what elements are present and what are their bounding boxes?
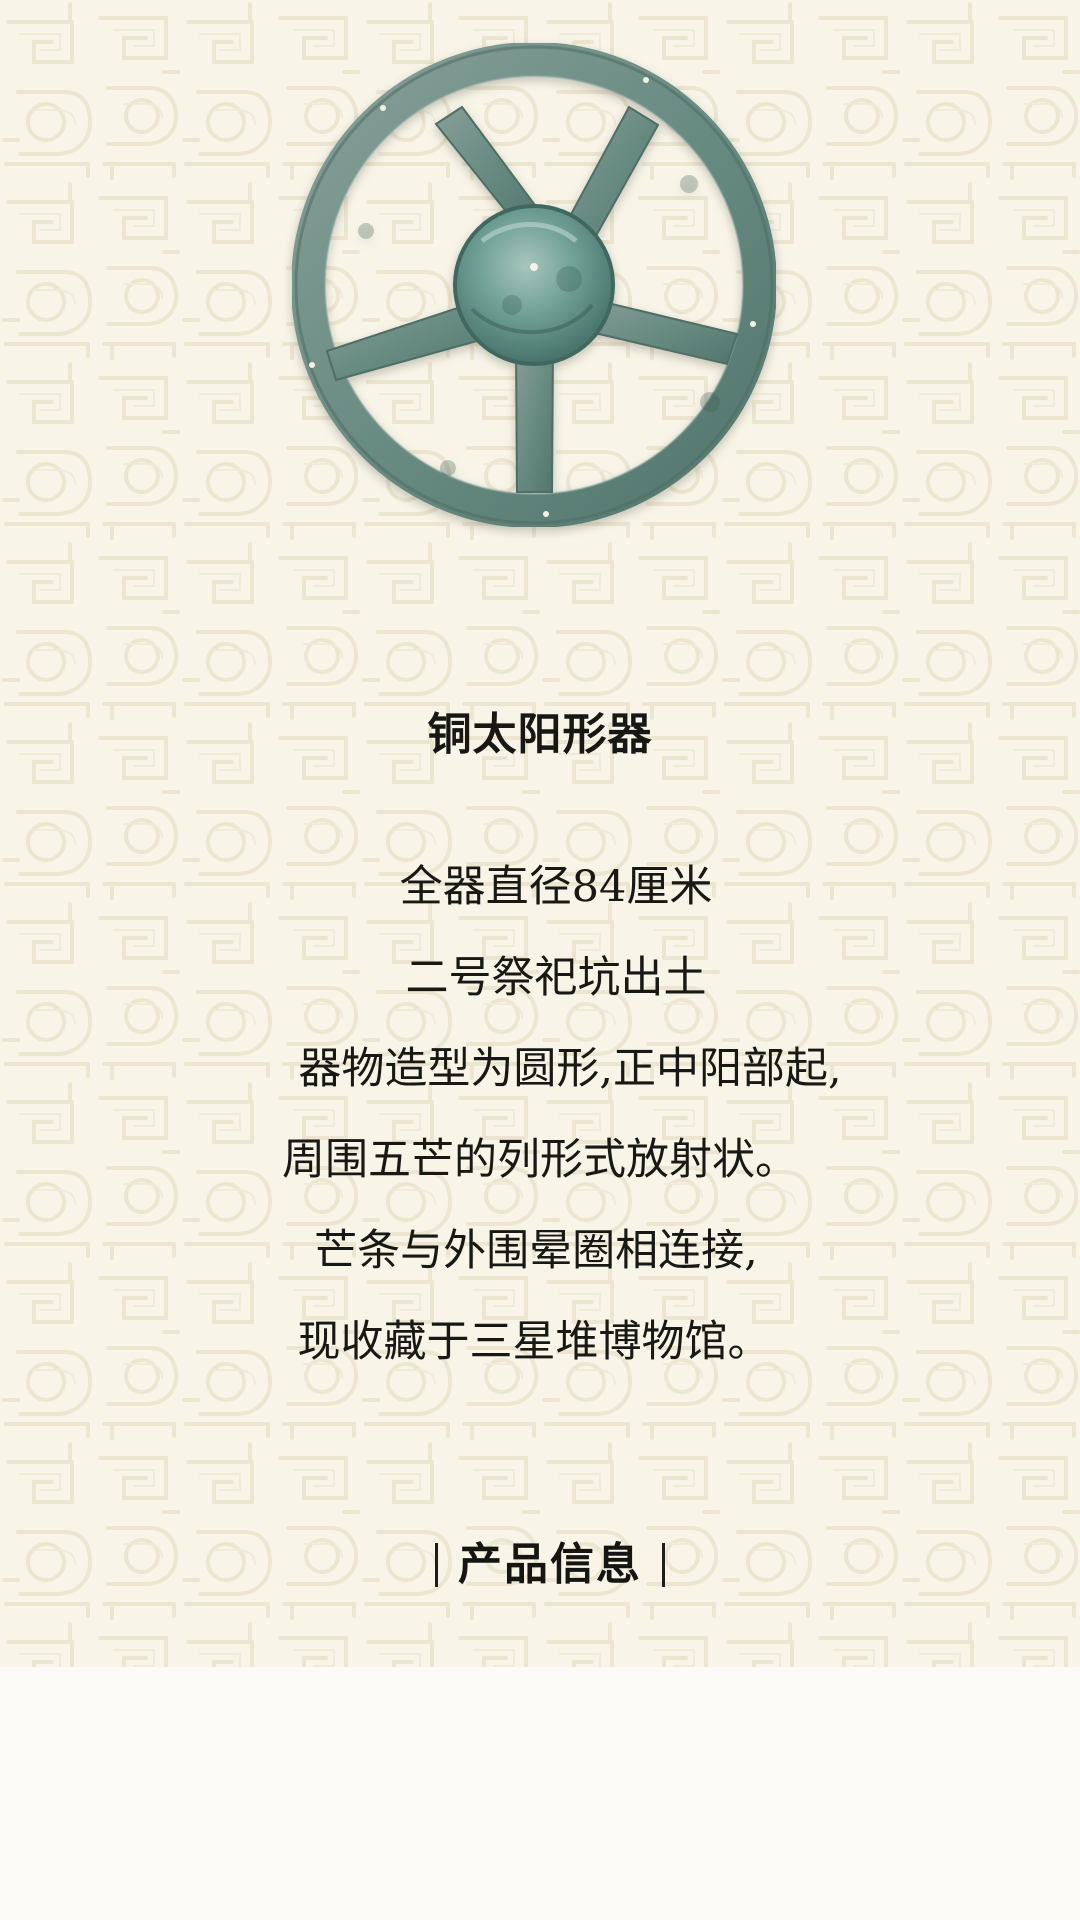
left-divider: [435, 1543, 438, 1587]
artifact-description: 全器直径84厘米 二号祭祀坑出土 器物造型为圆形,正中阳部起, 周围五芒的列形式…: [0, 842, 1080, 1388]
description-line: 现收藏于三星堆博物馆。: [297, 1317, 771, 1367]
artifact-title: 铜太阳形器: [427, 709, 653, 761]
description-line: 器物造型为圆形,正中阳部起,: [298, 1044, 842, 1094]
description-line: 芒条与外围晕圈相连接,: [314, 1226, 758, 1276]
description-line: 周围五芒的列形式放射状。: [282, 1135, 798, 1185]
bronze-sun-disc-image: [292, 43, 776, 527]
product-info-label: 产品信息: [458, 1539, 642, 1590]
description-line: 全器直径84厘米: [399, 862, 713, 912]
lower-blank-area: [0, 1667, 1080, 1920]
product-info-heading: 产品信息: [10, 1532, 1080, 1598]
artifact-poster: 铜太阳形器 全器直径84厘米 二号祭祀坑出土 器物造型为圆形,正中阳部起, 周围…: [0, 0, 1080, 1667]
description-line: 二号祭祀坑出土: [405, 953, 707, 1003]
right-divider: [662, 1543, 665, 1587]
